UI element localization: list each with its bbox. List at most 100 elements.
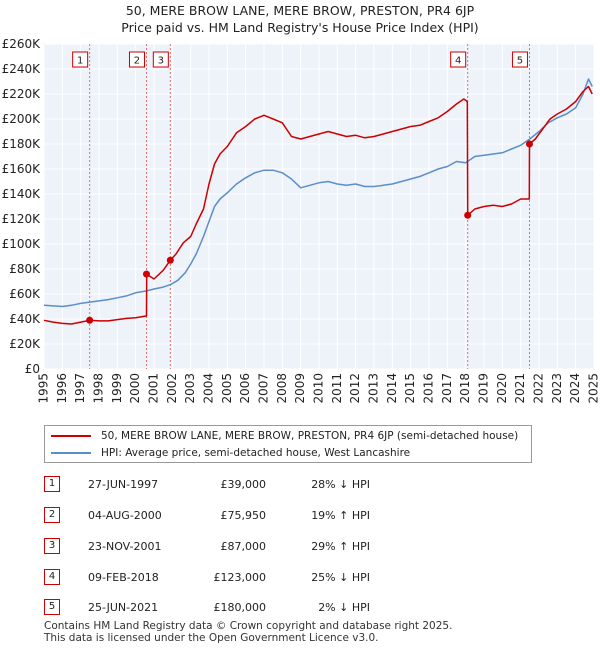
sale-hpi-diff: 28% ↓ HPI [311,478,370,491]
y-tick-label: £260K [2,37,42,51]
y-tick-label: £20K [9,337,41,351]
sale-date: 25-JUN-2021 [88,601,159,614]
sale-label-box [511,51,528,68]
x-tick-label: 1998 [92,373,106,404]
x-tick-label: 1995 [37,373,51,404]
sale-number: 4 [44,569,60,585]
x-tick-label: 2010 [312,373,326,404]
x-tick-label: 2019 [477,373,491,404]
x-tick-label: 2018 [458,373,472,404]
sale-label-box [128,51,145,68]
x-tick-label: 2013 [367,373,381,404]
sale-label-number: 4 [455,56,461,67]
legend-item-property: 50, MERE BROW LANE, MERE BROW, PRESTON, … [51,428,518,444]
sale-hpi-diff: 25% ↓ HPI [311,571,370,584]
y-tick-label: £140K [2,187,42,201]
x-tick-label: 2015 [403,373,417,404]
sale-label-number: 3 [158,56,164,67]
legend: 50, MERE BROW LANE, MERE BROW, PRESTON, … [44,425,532,463]
x-tick-label: 1997 [73,373,87,404]
legend-swatch-property [51,435,91,437]
chart-title: 50, MERE BROW LANE, MERE BROW, PRESTON, … [0,2,600,36]
series-lines [43,78,593,325]
x-tick-label: 2011 [330,373,344,404]
sale-price: £39,000 [220,478,267,491]
x-tick-labels: 1995 1996 1997 1998 1999 2000 2001 2002 2003 2004… [37,373,600,404]
y-tick-label: £220K [2,87,42,101]
sale-hpi-diff: 19% ↑ HPI [311,509,370,522]
x-tick-label: 2006 [238,373,252,404]
sale-date: 23-NOV-2001 [88,540,162,553]
y-tick-label: £80K [9,262,41,276]
y-tick-label: £60K [9,287,41,301]
sale-hpi-diff: 29% ↑ HPI [311,540,370,553]
x-tick-label: 2017 [440,373,454,404]
sale-label-number: 1 [77,56,83,67]
x-tick-label: 2009 [293,373,307,404]
y-tick-label: £40K [9,312,41,326]
y-tick-label: £180K [2,137,42,151]
x-tick-label: 2008 [275,373,289,404]
x-tick-label: 2014 [385,373,399,404]
title-line-1: 50, MERE BROW LANE, MERE BROW, PRESTON, … [125,3,475,18]
sale-hpi-diff: 2% ↓ HPI [318,601,370,614]
title-line-2: Price paid vs. HM Land Registry's House … [121,20,479,35]
x-tick-label: 2020 [495,373,509,404]
y-tick-label: £0 [25,362,40,376]
sale-point [86,316,94,324]
sale-label-box [72,51,89,68]
grid [43,43,595,370]
x-tick-label: 2005 [220,373,234,404]
series-line [43,85,593,325]
x-tick-label: 2004 [202,373,216,404]
x-tick-label: 2002 [165,373,179,404]
footer-copyright: Contains HM Land Registry data © Crown c… [44,620,453,632]
sale-label-number: 5 [517,56,523,67]
sale-label-box [450,51,467,68]
legend-label-hpi: HPI: Average price, semi-detached house,… [101,447,411,459]
y-tick-label: £160K [2,162,42,176]
x-tick-label: 2000 [128,373,142,404]
sale-label-box [152,51,169,68]
sale-point [166,256,174,264]
y-tick-labels: £0 £20K £40K £60K £80K £100K £120K £140K £160K £1… [2,37,42,376]
x-tick-label: 2024 [568,373,582,404]
x-tick-label: 1996 [55,373,69,404]
x-tick-label: 2025 [587,373,600,404]
y-tick-label: £240K [2,62,42,76]
footer-licence: This data is licensed under the Open Gov… [44,632,379,644]
sale-date: 27-JUN-1997 [88,478,159,491]
x-tick-label: 2012 [348,373,362,404]
sale-number: 1 [44,476,60,492]
x-tick-label: 1999 [110,373,124,404]
y-tick-label: £100K [2,237,42,251]
x-tick-label: 2007 [257,373,271,404]
sale-label-number: 2 [134,56,140,67]
x-tick-label: 2003 [183,373,197,404]
y-tick-label: £120K [2,212,42,226]
sale-price: £75,950 [220,509,267,522]
x-tick-label: 2001 [147,373,161,404]
sale-points [86,140,533,324]
sale-date: 04-AUG-2000 [88,509,162,522]
x-tick-label: 2016 [422,373,436,404]
sale-number: 3 [44,538,60,554]
sale-point [464,211,472,219]
sale-number: 5 [44,599,60,615]
sale-point [525,140,533,148]
sale-point [142,270,150,278]
sale-price: £87,000 [220,540,267,553]
sale-price: £180,000 [213,601,267,614]
legend-swatch-hpi [51,452,91,454]
series-line [43,78,593,308]
y-tick-label: £200K [2,112,42,126]
footer: Contains HM Land Registry data © Crown c… [44,620,452,644]
x-tick-label: 2021 [513,373,527,404]
x-tick-label: 2022 [532,373,546,404]
x-tick-label: 2023 [550,373,564,404]
sale-date: 09-FEB-2018 [88,571,159,584]
legend-label-property: 50, MERE BROW LANE, MERE BROW, PRESTON, … [101,430,519,442]
sale-number: 2 [44,507,60,523]
sale-label-boxes: 1 2 3 4 5 [72,51,528,68]
